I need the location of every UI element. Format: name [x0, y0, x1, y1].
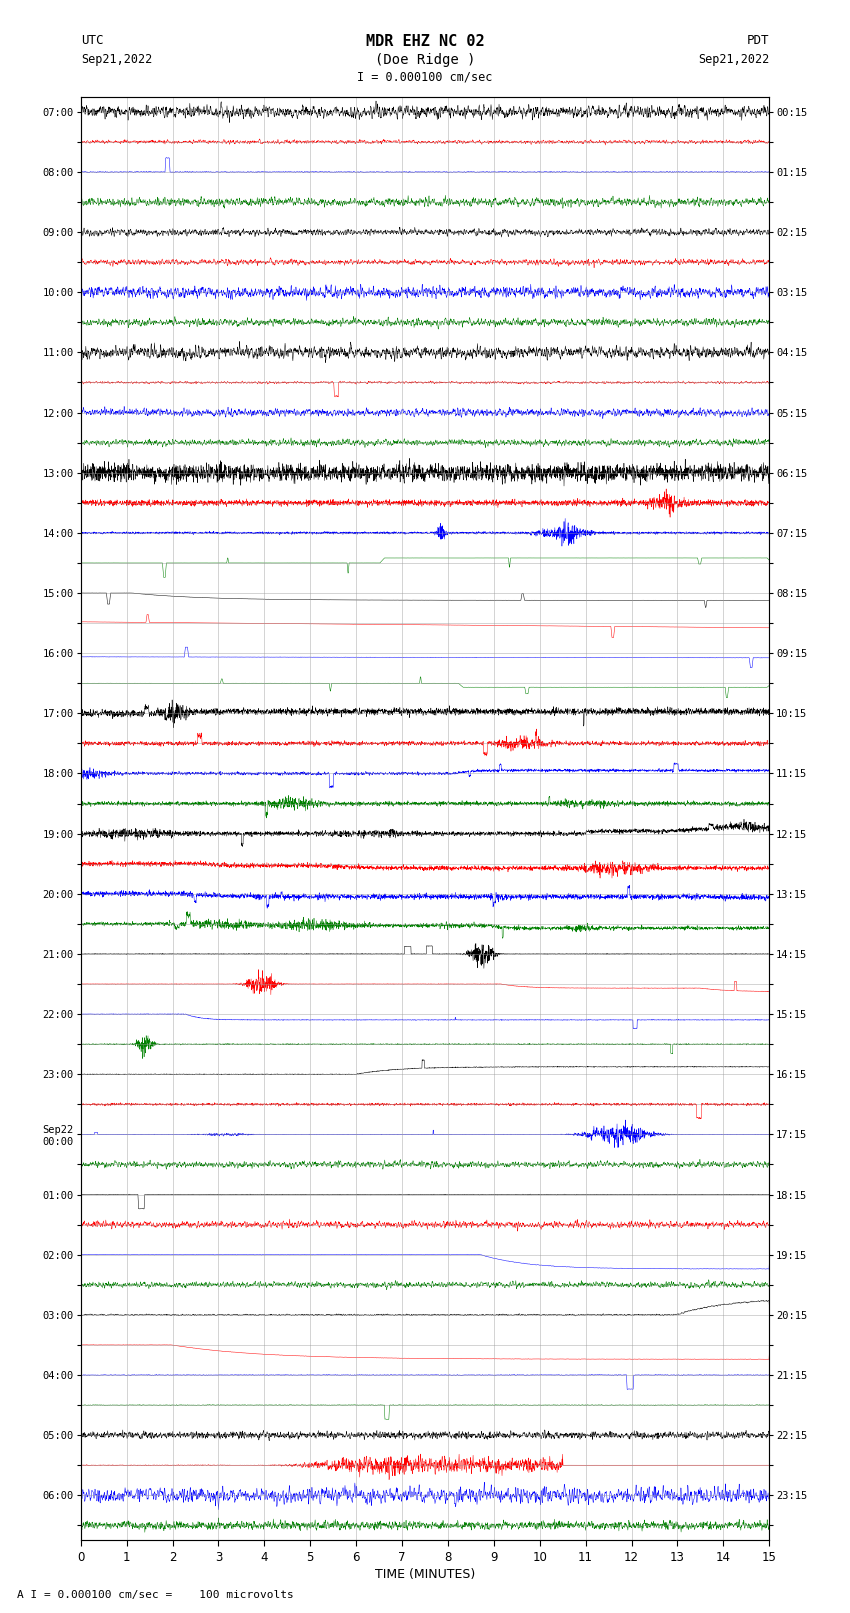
X-axis label: TIME (MINUTES): TIME (MINUTES) — [375, 1568, 475, 1581]
Text: Sep21,2022: Sep21,2022 — [81, 53, 152, 66]
Text: (Doe Ridge ): (Doe Ridge ) — [375, 53, 475, 68]
Text: I = 0.000100 cm/sec: I = 0.000100 cm/sec — [357, 71, 493, 84]
Text: A I = 0.000100 cm/sec =    100 microvolts: A I = 0.000100 cm/sec = 100 microvolts — [17, 1590, 294, 1600]
Text: PDT: PDT — [747, 34, 769, 47]
Text: UTC: UTC — [81, 34, 103, 47]
Text: Sep21,2022: Sep21,2022 — [698, 53, 769, 66]
Text: MDR EHZ NC 02: MDR EHZ NC 02 — [366, 34, 484, 48]
